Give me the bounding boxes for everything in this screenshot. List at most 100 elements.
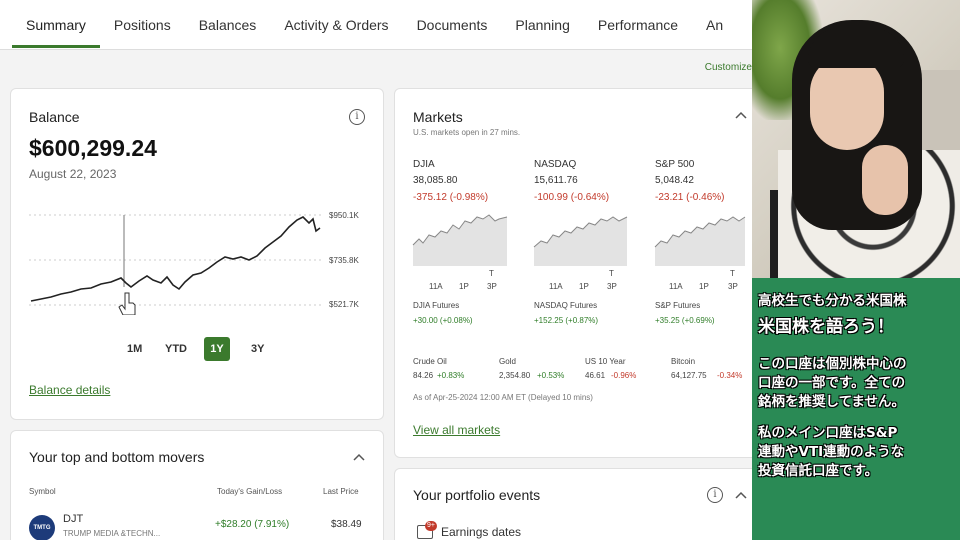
mini-axis-3p: 3P [487, 282, 497, 291]
balance-chart[interactable] [11, 205, 385, 315]
commodity-name-bitcoin[interactable]: Bitcoin [671, 357, 696, 366]
commodity-name-us10y[interactable]: US 10 Year [585, 357, 626, 366]
caption-para2-line3: 投資信託口座です。 [758, 463, 879, 479]
tab-activity-orders[interactable]: Activity & Orders [284, 16, 389, 33]
view-all-markets-link[interactable]: View all markets [413, 423, 501, 437]
index-name-sp500[interactable]: S&P 500 [655, 159, 695, 170]
chevron-up-icon[interactable] [735, 111, 747, 119]
mini-axis-11a: 11A [549, 282, 563, 291]
commodity-value-bitcoin: 64,127.75 [671, 371, 707, 380]
commodity-name-crude[interactable]: Crude Oil [413, 357, 447, 366]
movers-title: Your top and bottom movers [29, 449, 205, 465]
markets-asof: As of Apr-25-2024 12:00 AM ET (Delayed 1… [413, 393, 593, 402]
events-title: Your portfolio events [413, 487, 541, 503]
stock-gain: +$28.20 (7.91%) [215, 519, 290, 530]
range-3y-button[interactable]: 3Y [251, 343, 265, 355]
caption-para1-line3: 銘柄を推奨してません。 [758, 394, 906, 410]
mini-axis-top: T [730, 269, 735, 278]
commodity-change-crude: +0.83% [437, 371, 465, 380]
info-icon[interactable]: i [349, 109, 365, 125]
info-icon[interactable]: i [707, 487, 723, 503]
y-tick-low: $521.7K [329, 300, 359, 309]
stock-name: TRUMP MEDIA &TECHN... [63, 529, 161, 538]
mini-chart-djia[interactable] [412, 214, 508, 266]
futures-change-sp500: +35.25 (+0.69%) [655, 316, 715, 325]
y-tick-mid: $735.8K [329, 256, 359, 265]
markets-title: Markets [413, 109, 463, 125]
stock-price: $38.49 [331, 519, 362, 530]
events-badge: 9+ [425, 521, 437, 531]
video-overlay: 高校生でも分かる米国株 米国株を語ろう！ この口座は個別株中心の 口座の一部です… [752, 0, 960, 540]
y-tick-high: $950.1K [329, 211, 359, 220]
chevron-up-icon[interactable] [735, 491, 747, 499]
stock-logo: TMTG [29, 515, 55, 540]
chevron-up-icon[interactable] [353, 453, 365, 461]
commodity-change-us10y: -0.96% [611, 371, 637, 380]
futures-name-djia[interactable]: DJIA Futures [413, 301, 460, 310]
caption-para1-line2: 口座の一部です。全ての [758, 375, 906, 391]
index-value-djia: 38,085.80 [413, 175, 458, 186]
balance-date: August 22, 2023 [29, 167, 117, 181]
hand-cursor-icon [118, 292, 136, 315]
tab-performance[interactable]: Performance [597, 16, 679, 33]
caption-line1: 高校生でも分かる米国株 [758, 293, 907, 309]
mini-axis-3p: 3P [728, 282, 738, 291]
index-change-nasdaq: -100.99 (-0.64%) [534, 192, 610, 203]
range-1m-button[interactable]: 1M [127, 343, 143, 355]
commodity-change-bitcoin: -0.34% [717, 371, 743, 380]
tab-analysis[interactable]: An [706, 16, 724, 33]
index-value-nasdaq: 15,611.76 [534, 175, 578, 186]
balance-title: Balance [29, 109, 80, 125]
balance-card: Balance i $600,299.24 August 22, 2023 $9… [10, 88, 384, 420]
futures-change-nasdaq: +152.25 (+0.87%) [534, 316, 599, 325]
tab-planning[interactable]: Planning [515, 16, 570, 33]
balance-details-link[interactable]: Balance details [29, 383, 111, 397]
top-nav: Summary Positions Balances Activity & Or… [0, 0, 752, 50]
futures-name-sp500[interactable]: S&P Futures [655, 301, 701, 310]
commodity-value-gold: 2,354.80 [499, 371, 531, 380]
markets-subtitle: U.S. markets open in 27 mins. [413, 128, 521, 137]
mini-charts [412, 214, 746, 266]
commodity-change-gold: +0.53% [537, 371, 565, 380]
mini-axis-1p: 1P [459, 282, 469, 291]
futures-name-nasdaq[interactable]: NASDAQ Futures [534, 301, 598, 310]
balance-amount: $600,299.24 [29, 135, 157, 161]
markets-card: Markets U.S. markets open in 27 mins. DJ… [394, 88, 752, 458]
tab-documents[interactable]: Documents [416, 16, 488, 33]
brokerage-app: Summary Positions Balances Activity & Or… [0, 0, 752, 540]
caption-para1-line1: この口座は個別株中心の [758, 356, 907, 372]
earnings-dates-item[interactable]: Earnings dates [441, 525, 522, 539]
tab-balances[interactable]: Balances [198, 16, 257, 33]
futures-change-djia: +30.00 (+0.08%) [413, 316, 473, 325]
commodity-value-us10y: 46.61 [585, 371, 606, 380]
index-change-sp500: -23.21 (-0.46%) [655, 192, 725, 203]
mini-axis-1p: 1P [699, 282, 709, 291]
index-change-djia: -375.12 (-0.98%) [413, 192, 489, 203]
events-card: Your portfolio events i 9+ Earnings date… [394, 468, 752, 540]
index-value-sp500: 5,048.42 [655, 175, 694, 186]
index-name-nasdaq[interactable]: NASDAQ [534, 159, 577, 170]
tab-summary[interactable]: Summary [12, 2, 100, 48]
mini-axis-11a: 11A [669, 282, 683, 291]
movers-card: Your top and bottom movers Symbol Today'… [10, 430, 384, 540]
mini-axis-11a: 11A [429, 282, 443, 291]
col-price: Last Price [323, 487, 359, 496]
mini-axis-1p: 1P [579, 282, 589, 291]
caption-line2: 米国株を語ろう！ [758, 317, 894, 337]
customize-link[interactable]: Customize [704, 62, 752, 73]
caption-para2-line1: 私のメイン口座はS&P [758, 425, 898, 441]
tab-positions[interactable]: Positions [113, 16, 171, 33]
mini-axis-top: T [489, 269, 494, 278]
commodity-name-gold[interactable]: Gold [499, 357, 516, 366]
mini-chart-sp500[interactable] [654, 216, 746, 266]
mini-chart-nasdaq[interactable] [533, 216, 628, 266]
caption-para2-line2: 連動やVTI連動のような [758, 444, 905, 460]
col-symbol: Symbol [29, 487, 56, 496]
commodity-value-crude: 84.26 [413, 371, 434, 380]
mini-axis-3p: 3P [607, 282, 617, 291]
stock-symbol[interactable]: DJT [63, 513, 84, 525]
index-name-djia[interactable]: DJIA [413, 159, 435, 170]
range-1y-button[interactable]: 1Y [204, 337, 230, 361]
mini-axis-top: T [609, 269, 614, 278]
range-ytd-button[interactable]: YTD [165, 343, 187, 355]
